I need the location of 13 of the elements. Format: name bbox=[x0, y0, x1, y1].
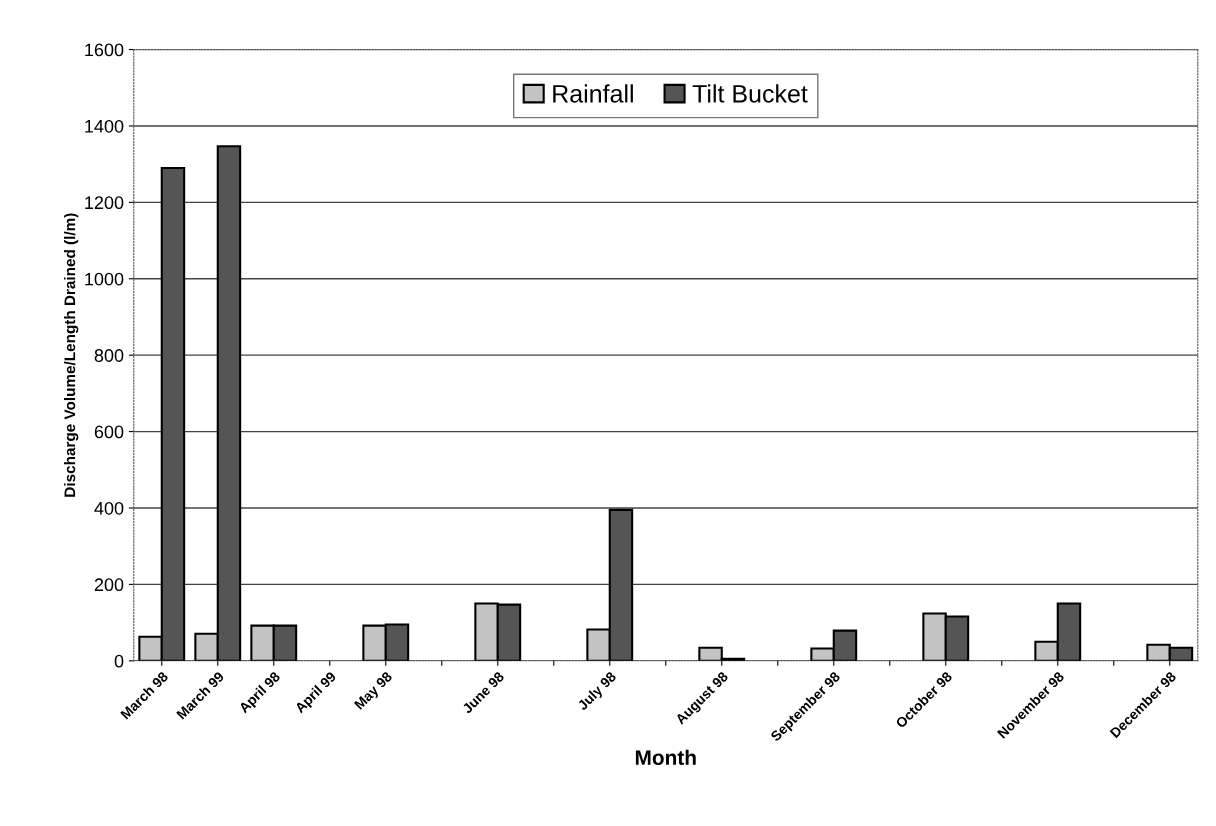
y-tick-label: 0 bbox=[114, 654, 124, 668]
y-axis-title: Discharge Volume/Length Drained (l/m) bbox=[64, 213, 79, 497]
y-tick-label: 1600 bbox=[85, 43, 124, 57]
y-tick-label: 1000 bbox=[85, 272, 124, 286]
y-tick-label: 800 bbox=[94, 349, 124, 362]
legend-label: Tilt Bucket bbox=[692, 84, 808, 103]
y-tick-label: 1400 bbox=[85, 119, 124, 133]
y-tick-label: 600 bbox=[94, 425, 124, 439]
y-tick-label: 400 bbox=[94, 501, 124, 515]
y-tick-label: 200 bbox=[94, 578, 124, 592]
legend-label: Rainfall bbox=[553, 84, 633, 103]
x-axis-title: Month bbox=[635, 749, 696, 765]
y-tick-label: 1200 bbox=[85, 196, 124, 210]
